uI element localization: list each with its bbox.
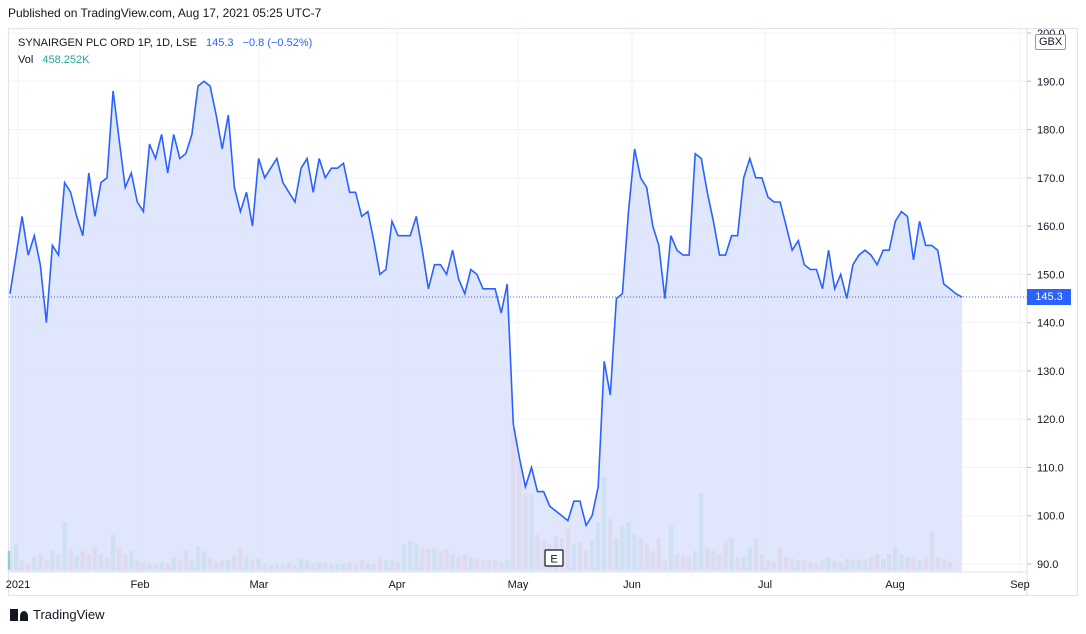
x-tick-label: Mar [250, 579, 269, 591]
tradingview-wordmark: TradingView [33, 607, 105, 622]
price-axis: 200.0190.0180.0170.0160.0150.0140.0130.0… [1026, 28, 1065, 596]
chart-legend: SYNAIRGEN PLC ORD 1P, 1D, LSE 145.3 −0.8… [18, 35, 312, 69]
y-tick-label: 120.0 [1037, 414, 1065, 426]
price-area-fill [10, 81, 962, 573]
tradingview-logo[interactable]: TradingView [10, 607, 105, 622]
y-tick-label: 190.0 [1037, 76, 1065, 88]
published-caption: Published on TradingView.com, Aug 17, 20… [8, 6, 322, 20]
y-tick-label: 170.0 [1037, 173, 1065, 185]
y-tick-label: 180.0 [1037, 125, 1065, 137]
earnings-marker[interactable]: E [544, 549, 564, 567]
x-tick-label: Apr [388, 579, 405, 591]
x-tick-label: Sep [1010, 579, 1030, 591]
x-tick-label: Feb [131, 579, 150, 591]
volume-label: Vol [18, 54, 34, 66]
y-tick-label: 160.0 [1037, 221, 1065, 233]
chart-frame[interactable] [8, 28, 1078, 596]
x-tick-label: May [508, 579, 529, 591]
y-tick-label: 150.0 [1037, 269, 1065, 281]
time-axis: 2021 Feb Mar Apr May Jun Jul Aug Sep [6, 571, 1030, 591]
x-tick-label: Aug [885, 579, 905, 591]
y-tick-label: 110.0 [1037, 462, 1064, 474]
tradingview-icon [10, 608, 28, 621]
y-tick-label: 130.0 [1037, 366, 1065, 378]
y-tick-label: 90.0 [1037, 559, 1058, 571]
volume-value: 458.252K [42, 54, 90, 66]
y-tick-label: 140.0 [1037, 318, 1065, 330]
x-tick-label: 2021 [6, 579, 30, 591]
x-tick-label: Jun [623, 579, 641, 591]
last-value: 145.3 [205, 37, 234, 49]
last-price-tag: 145.3 [1027, 289, 1071, 305]
price-line [9, 80, 963, 528]
earnings-marker-label: E [550, 554, 557, 566]
currency-badge[interactable]: GBX [1035, 34, 1067, 50]
x-tick-label: Jul [758, 579, 772, 591]
symbol-label: SYNAIRGEN PLC ORD 1P, 1D, LSE [18, 37, 197, 49]
y-tick-label: 100.0 [1037, 511, 1065, 523]
change-value: −0.8 (−0.52%) [242, 37, 313, 49]
